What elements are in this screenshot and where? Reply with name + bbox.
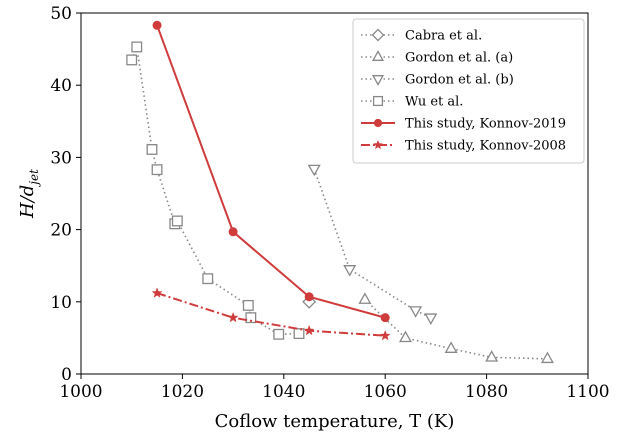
data-point-circle — [373, 118, 383, 128]
plot-frame — [80, 12, 589, 375]
data-point-triangle-up — [540, 351, 554, 364]
series-line — [364, 299, 548, 360]
y-axis-label-main: H/d — [17, 185, 38, 219]
x-tick-label: 1040 — [262, 382, 305, 402]
series-2 — [307, 164, 438, 326]
legend-box — [352, 18, 585, 164]
data-point-circle — [152, 20, 162, 30]
series-line — [313, 168, 432, 319]
series-line — [156, 292, 386, 337]
data-point-circle — [380, 313, 390, 323]
x-tick-label: 1020 — [161, 382, 204, 402]
series-5 — [151, 287, 391, 341]
data-point-triangle-up — [398, 330, 412, 343]
data-point-circle — [228, 227, 238, 237]
data-point-star — [151, 287, 163, 298]
y-tick-label: 20 — [50, 221, 72, 241]
data-point-triangle-down — [371, 75, 385, 86]
data-point-square — [146, 144, 158, 155]
x-tick-label: 1000 — [59, 382, 102, 402]
data-point-square — [293, 328, 305, 340]
data-point-triangle-down — [343, 265, 357, 277]
legend-label: This study, Konnov-2019 — [405, 117, 566, 132]
legend-entry: This study, Konnov-2019 — [361, 117, 566, 132]
legend-label: Cabra et al. — [405, 29, 482, 44]
data-point-star — [303, 324, 315, 336]
legend-label: Gordon et al. (b) — [405, 73, 514, 88]
y-tick-label: 40 — [50, 76, 72, 96]
x-tick-label: 1100 — [566, 382, 609, 402]
legend-entry: Wu et al. — [361, 95, 463, 110]
data-point-square — [202, 273, 214, 285]
data-point-star — [227, 311, 239, 323]
data-point-triangle-up — [358, 292, 372, 304]
data-point-triangle-up — [485, 350, 499, 362]
y-axis: 0 10 20 30 40 50 — [50, 4, 81, 385]
y-axis-label: H/djet — [17, 169, 41, 219]
legend-label: Gordon et al. (a) — [405, 51, 513, 66]
data-point-star — [379, 330, 391, 341]
data-point-square — [171, 215, 183, 227]
data-point-square — [242, 299, 254, 311]
data-point-square — [372, 95, 384, 107]
legend-label: Wu et al. — [405, 95, 463, 110]
legend-entry: Gordon et al. (b) — [361, 73, 514, 88]
x-tick-label: 1080 — [465, 382, 508, 402]
data-point-square — [126, 54, 138, 66]
series-4 — [152, 20, 390, 323]
y-tick-label: 30 — [50, 148, 72, 168]
plot-area — [126, 20, 554, 364]
legend: Cabra et al. Gordon et al. (a) Gordon et a… — [352, 18, 585, 164]
data-point-square — [245, 312, 257, 324]
series-1 — [358, 292, 554, 364]
legend-entry: Gordon et al. (a) — [361, 50, 513, 66]
data-point-triangle-up — [371, 50, 385, 61]
data-point-star — [373, 139, 383, 150]
y-axis-label-subscript: jet — [27, 169, 41, 188]
series-3 — [126, 41, 305, 340]
data-point-triangle-down — [307, 164, 321, 177]
x-tick-label: 1060 — [364, 382, 407, 402]
y-tick-label: 50 — [50, 4, 72, 24]
series-line — [156, 24, 386, 319]
data-point-circle — [304, 292, 314, 302]
x-axis-label: Coflow temperature, T (K) — [215, 411, 455, 432]
legend-entry: This study, Konnov-2008 — [361, 139, 566, 154]
data-point-square — [273, 328, 285, 340]
data-point-square — [131, 41, 143, 53]
data-point-diamond — [371, 28, 385, 42]
data-point-triangle-down — [409, 306, 423, 318]
legend-label: This study, Konnov-2008 — [405, 139, 566, 154]
x-axis: 1000 1020 1040 1060 1080 1100 — [59, 374, 610, 402]
data-point-triangle-up — [444, 341, 458, 353]
data-point-triangle-down — [424, 313, 438, 326]
y-tick-label: 10 — [50, 293, 72, 313]
y-tick-label: 0 — [61, 365, 72, 385]
legend-entry: Cabra et al. — [361, 29, 482, 44]
data-point-square — [151, 164, 163, 176]
